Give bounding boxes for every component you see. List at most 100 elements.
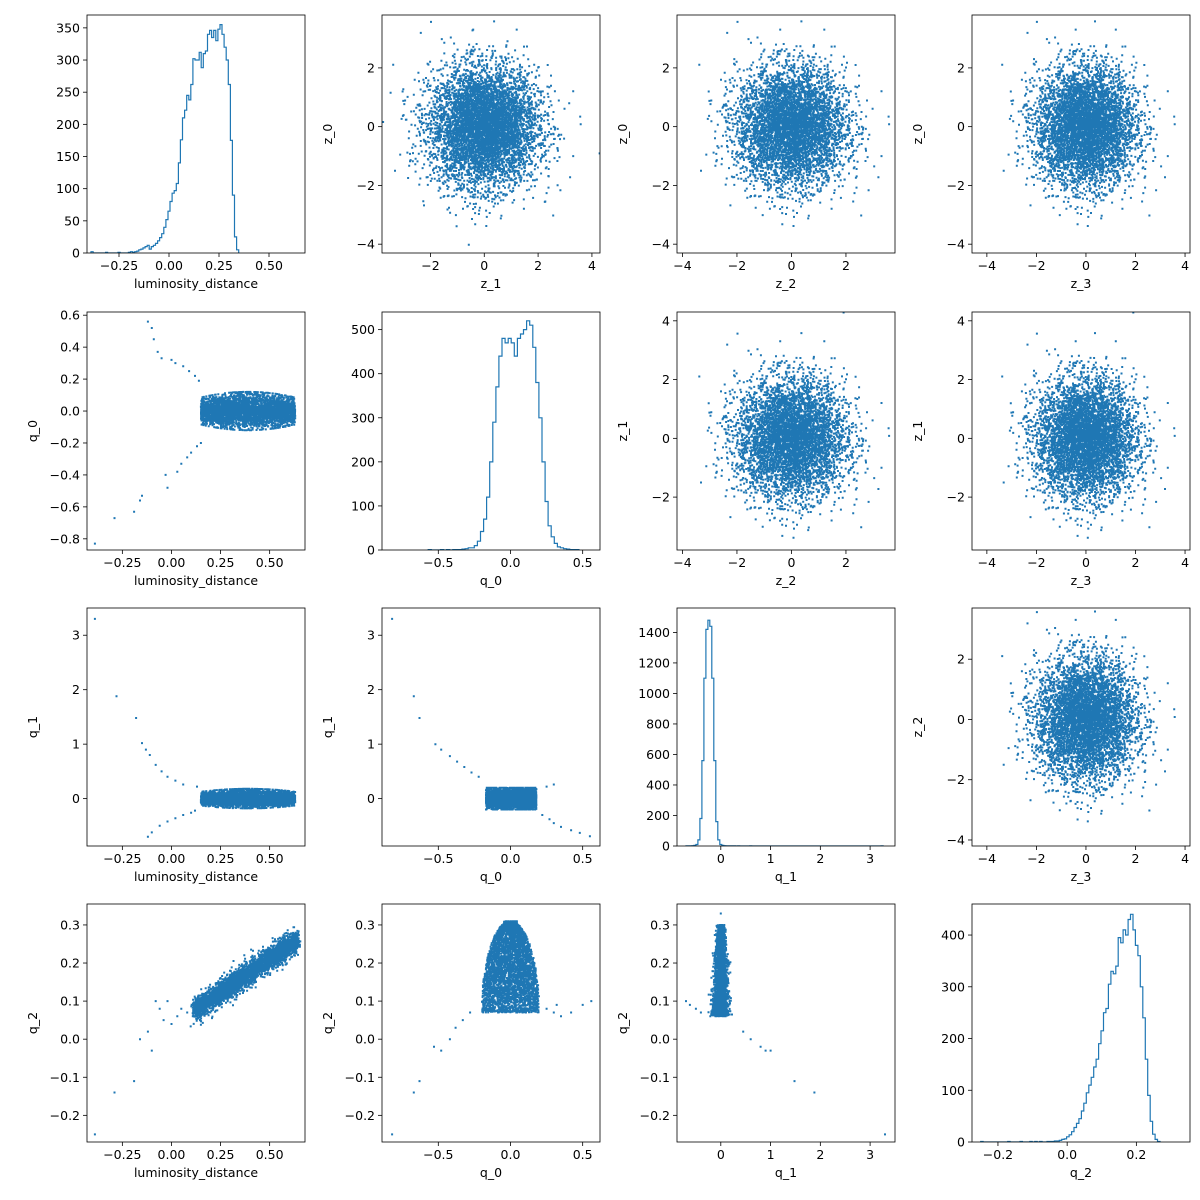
x-axis-label: z_3 — [1071, 869, 1092, 884]
x-tick-label: −0.5 — [423, 1147, 453, 1162]
y-tick-label: 0 — [367, 543, 375, 558]
y-tick-label: 0.1 — [60, 994, 80, 1009]
x-axis-label: z_3 — [1071, 573, 1092, 588]
y-tick-label: 500 — [351, 322, 375, 337]
x-tick-label: −2 — [421, 258, 439, 273]
subplot-p02: −4 −2 0 2 −4 −2 0 2 z_2 z_0 — [615, 14, 896, 291]
plot-area-p30 — [93, 926, 302, 1136]
y-axis-label: z_1 — [910, 421, 925, 442]
x-tick-label: 3 — [866, 851, 874, 866]
y-tick-label: −0.6 — [50, 499, 80, 514]
plot-area-p12 — [698, 312, 891, 539]
y-tick-label: −2 — [652, 490, 670, 505]
y-tick-label: 2 — [72, 682, 80, 697]
y-tick-label: −0.2 — [50, 435, 80, 450]
x-tick-label: 2 — [534, 258, 542, 273]
y-axis-label: q_2 — [25, 1012, 40, 1034]
plot-area-p13 — [1001, 312, 1176, 539]
subplot-p30: −0.25 0.00 0.25 0.50 −0.2 −0.1 0.0 0.1 0.2 0.3 lum… — [25, 903, 306, 1180]
y-tick-label: 0.2 — [650, 956, 670, 971]
y-tick-label: 0 — [72, 791, 80, 806]
y-tick-label: 100 — [941, 1083, 965, 1098]
subplot-p00: −0.25 0.00 0.25 0.50 0 50 100 150 200 250 300 350 lu… — [56, 14, 306, 291]
axes-frame — [676, 14, 896, 254]
x-axis-label: q_1 — [775, 869, 797, 884]
subplot-p10: −0.25 0.00 0.25 0.50 −0.8 −0.6 −0.4 −0.2 0.0 0.2 0… — [25, 308, 306, 588]
y-axis-label: q_1 — [320, 716, 335, 738]
x-tick-label: 0 — [1082, 258, 1090, 273]
x-tick-label: −2 — [1027, 555, 1045, 570]
plot-area-p03 — [1001, 20, 1176, 227]
axes-frame — [676, 903, 896, 1143]
x-tick-label: 0.25 — [207, 555, 235, 570]
histogram-step-line — [685, 619, 884, 846]
x-tick-label: −4 — [673, 555, 691, 570]
y-axis-label: z_0 — [910, 124, 925, 145]
x-tick-label: 2 — [842, 555, 850, 570]
x-tick-label: −0.25 — [103, 851, 141, 866]
subplot-p11: −0.5 0.0 0.5 0 100 200 300 400 500 q_0 — [351, 311, 601, 588]
x-tick-label: 0.50 — [255, 258, 283, 273]
axes-frame — [86, 311, 306, 551]
x-axis-label: luminosity_distance — [134, 276, 258, 291]
y-tick-label: 2 — [367, 60, 375, 75]
y-tick-label: 2 — [367, 682, 375, 697]
axes-frame — [86, 14, 306, 254]
x-tick-label: 3 — [866, 1147, 874, 1162]
subplot-p32: 0 1 2 3 −0.2 −0.1 0.0 0.1 0.2 0.3 q_1 q_2 — [615, 903, 896, 1180]
y-tick-label: 0 — [367, 791, 375, 806]
y-tick-label: 150 — [56, 149, 80, 164]
x-tick-label: 4 — [1181, 555, 1189, 570]
y-tick-label: 100 — [56, 181, 80, 196]
y-tick-label: −0.2 — [50, 1108, 80, 1123]
y-tick-label: 4 — [957, 313, 965, 328]
x-axis-label: q_0 — [480, 1165, 502, 1180]
x-tick-label: −4 — [978, 851, 996, 866]
x-tick-label: −4 — [673, 258, 691, 273]
scatter-points — [93, 617, 297, 838]
y-tick-label: 300 — [941, 979, 965, 994]
axes-frame — [971, 14, 1191, 254]
axes-frame — [676, 311, 896, 551]
x-tick-label: 2 — [1132, 851, 1140, 866]
x-tick-label: 2 — [1132, 555, 1140, 570]
plot-area-p01 — [382, 20, 600, 246]
y-tick-label: −2 — [947, 490, 965, 505]
x-tick-label: 1 — [767, 1147, 775, 1162]
scatter-points — [1001, 20, 1176, 227]
x-axis-label: luminosity_distance — [134, 1165, 258, 1180]
x-tick-label: −2 — [1027, 851, 1045, 866]
y-axis-label: z_0 — [615, 124, 630, 145]
scatter-points — [382, 20, 600, 246]
scatter-points — [93, 320, 297, 545]
y-tick-label: 0 — [662, 839, 670, 854]
subplot-p12: −4 −2 0 2 −2 0 2 4 z_2 z_1 — [615, 311, 896, 588]
scatter-points — [391, 920, 593, 1136]
x-tick-label: −0.2 — [983, 1147, 1013, 1162]
x-axis-label: luminosity_distance — [134, 869, 258, 884]
y-tick-label: 0.2 — [60, 956, 80, 971]
plot-area-p22 — [685, 619, 884, 846]
plot-area-p33 — [980, 913, 1161, 1142]
y-tick-label: 0 — [662, 119, 670, 134]
x-tick-label: 0.50 — [256, 555, 284, 570]
axes-frame — [971, 607, 1191, 847]
axes-frame — [971, 311, 1191, 551]
y-axis-label: q_2 — [320, 1012, 335, 1034]
y-tick-label: 1400 — [638, 625, 670, 640]
x-tick-label: −0.5 — [423, 851, 453, 866]
y-tick-label: −0.2 — [345, 1108, 375, 1123]
y-axis-label: q_1 — [25, 716, 40, 738]
y-tick-label: 0.0 — [355, 1032, 375, 1047]
x-tick-label: 2 — [1132, 258, 1140, 273]
subplot-p23: −4 −2 0 2 4 −4 −2 0 2 z_3 z_2 — [910, 607, 1191, 884]
y-tick-label: 100 — [351, 498, 375, 513]
y-tick-label: 2 — [957, 60, 965, 75]
y-axis-label: z_2 — [910, 717, 925, 738]
x-tick-label: 0 — [1082, 555, 1090, 570]
y-tick-label: 0 — [957, 119, 965, 134]
x-tick-label: 0 — [787, 258, 795, 273]
y-tick-label: 0.3 — [60, 917, 80, 932]
plot-area-p02 — [698, 20, 891, 227]
